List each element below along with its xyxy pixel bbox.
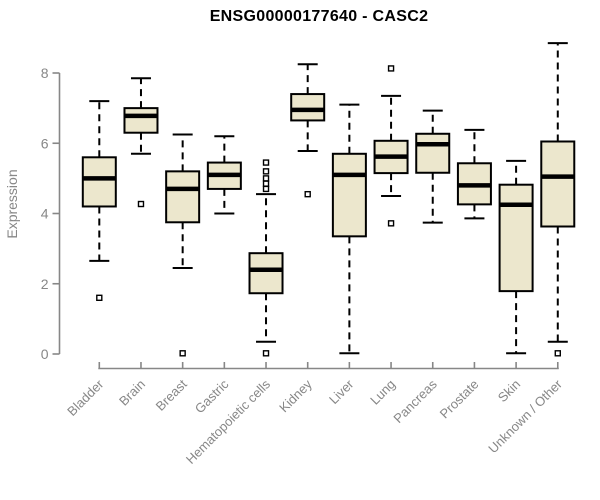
chart-title: ENSG00000177640 - CASC2 — [209, 8, 429, 25]
outlier-point — [554, 350, 561, 357]
y-tick-label: 6 — [41, 135, 49, 151]
iqr-box — [498, 183, 534, 293]
outlier-point — [387, 220, 395, 227]
x-tick-label: Gastric — [192, 376, 232, 416]
outlier-point — [96, 294, 103, 301]
iqr-box — [165, 170, 201, 224]
x-tick-label: Lung — [367, 377, 398, 408]
x-tick-label: Skin — [495, 377, 523, 405]
outlier-point — [304, 190, 311, 198]
outlier-point — [262, 175, 270, 182]
x-tick-label: Bladder — [64, 376, 107, 419]
iqr-box — [540, 140, 576, 228]
outlier-point — [262, 168, 270, 175]
outlier-point — [137, 200, 145, 208]
x-tick-label: Kidney — [276, 376, 315, 415]
outlier-point — [262, 180, 270, 187]
iqr-box — [248, 252, 284, 295]
x-tick-label: Liver — [326, 376, 357, 407]
iqr-box — [290, 93, 326, 122]
x-tick-label: Pancreas — [390, 376, 440, 426]
outlier-point — [262, 350, 270, 357]
y-tick-label: 8 — [41, 65, 49, 81]
outlier-point — [387, 65, 395, 72]
iqr-box — [415, 132, 451, 174]
outlier-point — [179, 350, 186, 357]
outlier-point — [262, 159, 270, 166]
y-tick-label: 2 — [41, 276, 49, 292]
y-tick-label: 0 — [41, 346, 49, 362]
x-tick-label: Breast — [153, 376, 190, 413]
x-tick-label: Prostate — [437, 377, 482, 422]
iqr-box — [331, 152, 367, 238]
iqr-box — [123, 107, 159, 134]
x-tick-label: Brain — [116, 377, 148, 409]
iqr-box — [81, 156, 117, 208]
x-tick-label: Unknown / Other — [485, 376, 565, 456]
outlier-point — [262, 185, 270, 193]
y-tick-label: 4 — [41, 206, 49, 222]
